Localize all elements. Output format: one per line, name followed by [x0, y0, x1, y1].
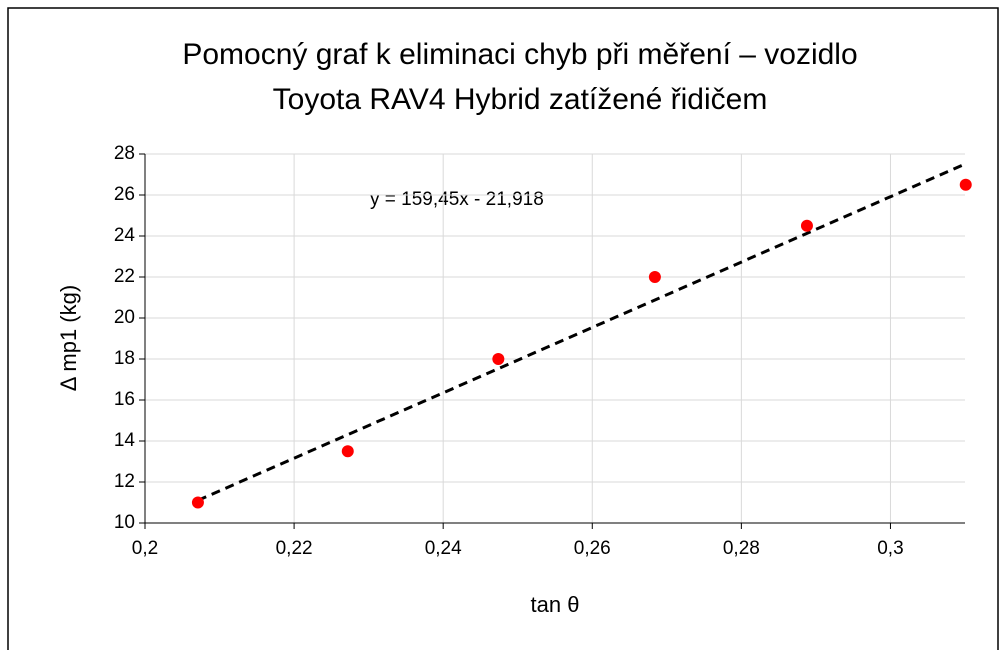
x-tick-label: 0,28 [723, 538, 760, 559]
data-point [800, 219, 813, 232]
y-axis-title: Δ mp1 (kg) [56, 285, 81, 391]
x-tick-label: 0,22 [276, 538, 313, 559]
y-tick-label: 16 [114, 389, 135, 410]
data-point [191, 496, 204, 509]
y-tick-label: 18 [114, 348, 135, 369]
data-point [492, 353, 505, 365]
data-point [648, 271, 661, 283]
chart-title: Pomocný graf k eliminaci chyb při měření… [182, 38, 857, 71]
y-tick-label: 10 [114, 512, 135, 533]
trendline-label: y = 159,45x - 21,918 [370, 189, 544, 210]
x-tick-label: 0,26 [574, 538, 611, 559]
x-tick-label: 0,2 [132, 538, 158, 559]
chart-title: Toyota RAV4 Hybrid zatížené řidičem [273, 83, 768, 116]
y-tick-label: 14 [114, 430, 136, 451]
y-tick-label: 26 [114, 184, 135, 205]
data-point [959, 178, 972, 191]
x-tick-label: 0,3 [877, 538, 903, 559]
y-tick-label: 12 [114, 471, 135, 492]
y-tick-label: 28 [114, 143, 135, 164]
x-tick-label: 0,24 [425, 538, 462, 559]
data-point [341, 445, 354, 458]
x-axis-title: tan θ [531, 592, 580, 617]
chart-border [7, 7, 999, 650]
y-tick-label: 24 [114, 225, 136, 246]
y-tick-label: 20 [114, 307, 135, 328]
y-tick-label: 22 [114, 266, 135, 287]
trendline [197, 162, 967, 502]
